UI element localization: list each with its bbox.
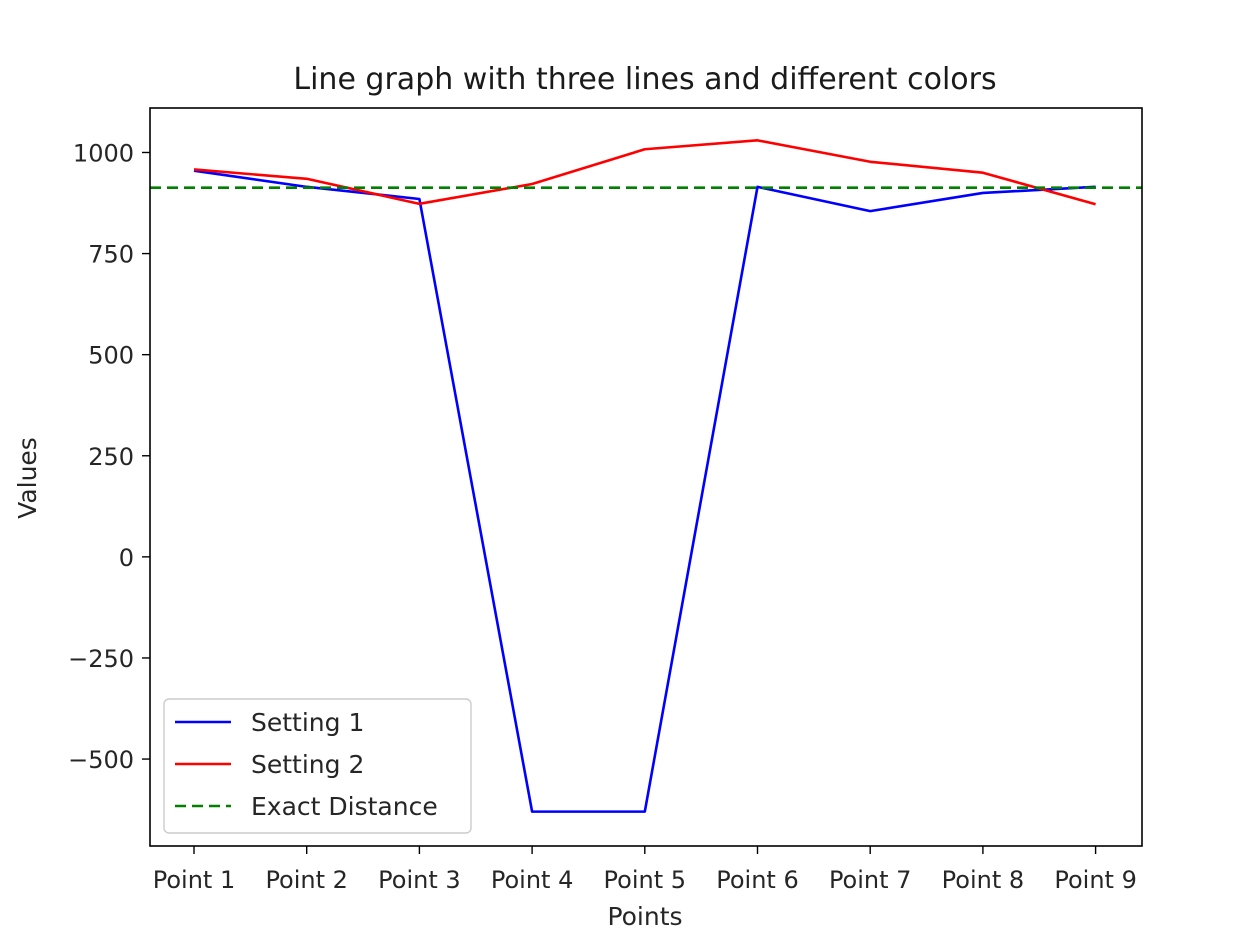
axes-frame <box>149 107 1143 847</box>
x-tick-label: Point 6 <box>716 866 799 894</box>
x-axis: Point 1 Point 2 Point 3 Point 4 Point 5 Point… <box>153 846 1137 894</box>
y-axis-title: Values <box>13 437 42 519</box>
y-tick-label: −250 <box>68 645 134 673</box>
chart-title: Line graph with three lines and differen… <box>293 62 996 97</box>
y-tick-label: 500 <box>88 342 134 370</box>
y-tick-label: −500 <box>68 746 134 774</box>
y-tick-label: 750 <box>88 241 134 269</box>
x-tick-label: Point 9 <box>1054 866 1137 894</box>
legend-label: Setting 2 <box>251 750 364 779</box>
x-tick-label: Point 2 <box>265 866 348 894</box>
y-axis: 1000 750 500 250 0 −250 −500 <box>68 139 150 774</box>
x-tick-label: Point 8 <box>942 866 1025 894</box>
x-tick-label: Point 7 <box>829 866 912 894</box>
legend-label: Exact Distance <box>251 792 438 821</box>
x-tick-label: Point 4 <box>491 866 574 894</box>
y-tick-label: 1000 <box>73 139 134 167</box>
plot-area <box>150 139 1142 813</box>
x-tick-label: Point 5 <box>604 866 687 894</box>
y-tick-label: 0 <box>119 544 134 572</box>
x-tick-label: Point 1 <box>153 866 236 894</box>
legend: Setting 1 Setting 2 Exact Distance <box>163 698 472 834</box>
series-setting-1-line <box>193 169 1096 813</box>
series-setting-2-line <box>193 139 1096 206</box>
x-tick-label: Point 3 <box>378 866 461 894</box>
legend-box <box>163 698 472 834</box>
y-tick-label: 250 <box>88 443 134 471</box>
x-axis-title: Points <box>607 902 682 931</box>
legend-label: Setting 1 <box>251 708 364 737</box>
